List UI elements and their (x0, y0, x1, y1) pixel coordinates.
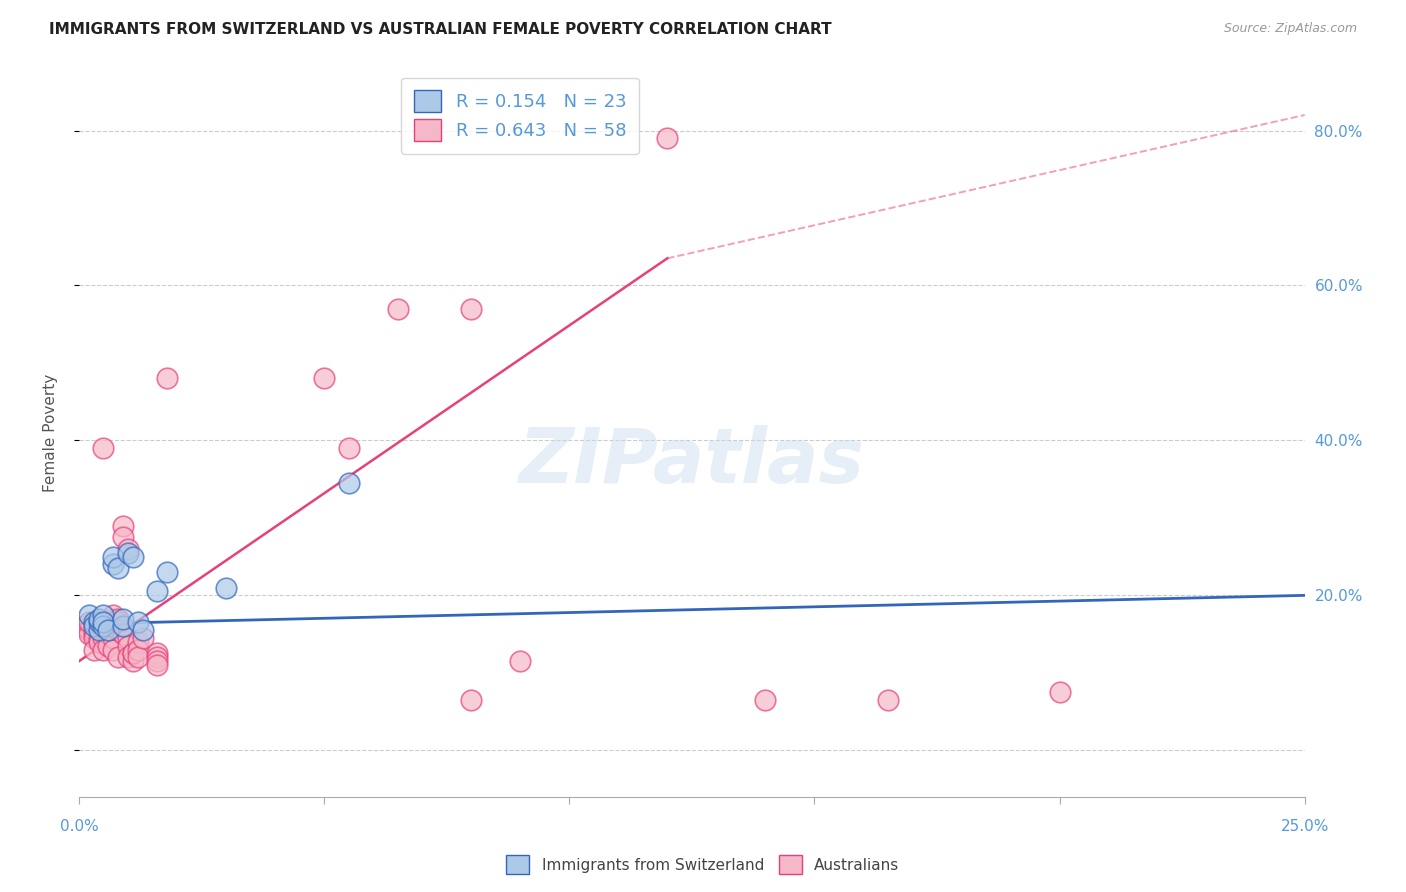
Point (93, 642, 115, 657)
Point (83, 615, 105, 630)
Point (146, 650, 169, 665)
Point (83, 631, 105, 645)
Point (387, 301, 409, 316)
Point (112, 611, 135, 625)
Point (657, 131, 679, 145)
Point (877, 693, 900, 707)
Point (112, 518, 135, 533)
Point (97, 639, 120, 653)
Point (107, 611, 129, 625)
Y-axis label: Female Poverty: Female Poverty (44, 374, 58, 491)
Point (146, 647, 169, 661)
Point (107, 561, 129, 575)
Point (460, 301, 482, 316)
Point (73, 619, 96, 633)
Point (97, 624, 120, 638)
Legend: Immigrants from Switzerland, Australians: Immigrants from Switzerland, Australians (501, 849, 905, 880)
Point (93, 627, 115, 641)
Point (122, 549, 145, 564)
Point (460, 693, 482, 707)
Point (215, 581, 238, 595)
Point (156, 371, 179, 385)
Text: IMMIGRANTS FROM SWITZERLAND VS AUSTRALIAN FEMALE POVERTY CORRELATION CHART: IMMIGRANTS FROM SWITZERLAND VS AUSTRALIA… (49, 22, 832, 37)
Point (87, 615, 110, 630)
Point (117, 650, 139, 665)
Point (77, 624, 100, 638)
Point (93, 441, 115, 455)
Text: Source: ZipAtlas.com: Source: ZipAtlas.com (1223, 22, 1357, 36)
Point (131, 631, 153, 645)
Point (117, 541, 139, 556)
Point (112, 627, 135, 641)
Point (122, 654, 145, 668)
Point (127, 642, 149, 657)
Point (127, 635, 149, 649)
Point (103, 631, 125, 645)
Point (337, 441, 360, 455)
Point (131, 624, 153, 638)
Text: 25.0%: 25.0% (1281, 819, 1329, 834)
Point (107, 650, 129, 665)
Legend: R = 0.154   N = 23, R = 0.643   N = 58: R = 0.154 N = 23, R = 0.643 N = 58 (402, 78, 638, 154)
Point (509, 654, 531, 668)
Point (103, 642, 125, 657)
Point (103, 558, 125, 572)
Point (87, 611, 110, 625)
Point (117, 546, 139, 560)
Point (83, 642, 105, 657)
Point (1049, 685, 1071, 699)
Point (122, 647, 145, 661)
Point (754, 693, 776, 707)
Point (146, 654, 169, 668)
Point (87, 635, 110, 649)
Point (77, 615, 100, 630)
Point (107, 615, 129, 630)
Point (156, 565, 179, 579)
Point (93, 624, 115, 638)
Point (117, 639, 139, 653)
Point (146, 658, 169, 673)
Point (77, 607, 100, 622)
Text: ZIPatlas: ZIPatlas (519, 425, 865, 499)
Point (103, 549, 125, 564)
Point (97, 627, 120, 641)
Point (83, 619, 105, 633)
Point (83, 624, 105, 638)
Point (87, 624, 110, 638)
Point (83, 627, 105, 641)
Point (314, 371, 336, 385)
Point (103, 611, 125, 625)
Point (146, 584, 169, 599)
Point (122, 647, 145, 661)
Point (127, 615, 149, 630)
Point (93, 631, 115, 645)
Point (337, 475, 360, 490)
Point (112, 530, 135, 544)
Point (93, 607, 115, 622)
Point (93, 619, 115, 633)
Point (117, 631, 139, 645)
Point (103, 607, 125, 622)
Text: 0.0%: 0.0% (59, 819, 98, 834)
Point (87, 624, 110, 638)
Point (97, 624, 120, 638)
Point (77, 627, 100, 641)
Point (127, 650, 149, 665)
Point (87, 631, 110, 645)
Point (107, 624, 129, 638)
Point (112, 619, 135, 633)
Point (97, 615, 120, 630)
Point (87, 619, 110, 633)
Point (93, 615, 115, 630)
